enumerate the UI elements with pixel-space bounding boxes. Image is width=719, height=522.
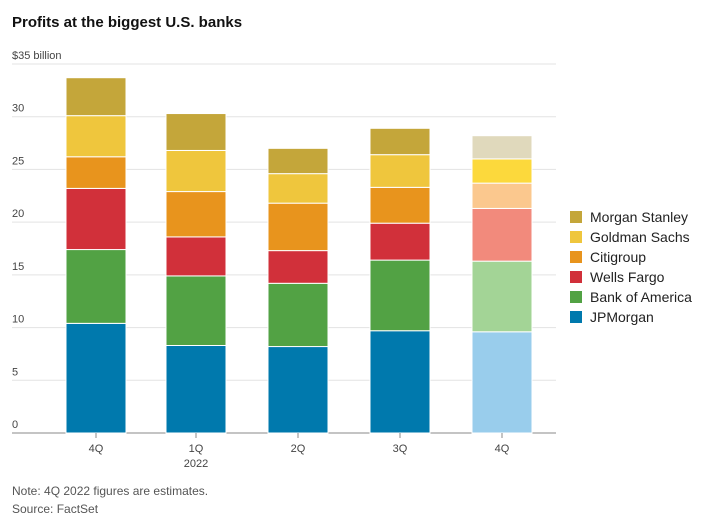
y-axis-ticks: 0 5 10 15 20 25 30 $35 billion xyxy=(12,50,62,431)
bar-segment xyxy=(471,182,533,209)
bar-segment xyxy=(471,135,533,160)
y-tick-label: 15 xyxy=(12,261,24,273)
bar-segment xyxy=(369,222,431,261)
x-tick-label: 3Q xyxy=(393,443,408,455)
legend-swatch xyxy=(570,231,582,243)
bar-segment xyxy=(267,202,329,252)
legend-label: Bank of America xyxy=(590,289,692,305)
legend-swatch xyxy=(570,211,582,223)
legend-label: JPMorgan xyxy=(590,309,654,325)
bar-segment xyxy=(369,330,431,434)
y-tick-label: 30 xyxy=(12,103,24,115)
bar-segment xyxy=(65,322,127,434)
chart-title: Profits at the biggest U.S. banks xyxy=(12,14,243,31)
bar-segment xyxy=(267,147,329,175)
legend-swatch xyxy=(570,311,582,323)
x-tick-sublabel: 2022 xyxy=(184,458,208,470)
bar-segment xyxy=(65,187,127,251)
bar-segment xyxy=(165,344,227,434)
bar-segment xyxy=(65,77,127,117)
y-tick-label: 20 xyxy=(12,208,24,220)
legend: Morgan Stanley Goldman Sachs Citigroup Well… xyxy=(570,209,692,325)
bar-segment xyxy=(165,275,227,346)
legend-label: Goldman Sachs xyxy=(590,229,690,245)
x-axis: 4Q 1Q 2022 2Q 3Q 4Q xyxy=(89,433,510,470)
bar-segment xyxy=(267,346,329,434)
note-text: Note: 4Q 2022 figures are estimates. xyxy=(12,484,209,498)
y-tick-label: 25 xyxy=(12,155,24,167)
bar-segment xyxy=(471,260,533,333)
bar-segment xyxy=(267,250,329,284)
x-tick-label: 4Q xyxy=(495,443,510,455)
x-tick-label: 1Q xyxy=(189,443,204,455)
legend-label: Wells Fargo xyxy=(590,269,665,285)
y-tick-label: 5 xyxy=(12,366,18,378)
legend-swatch xyxy=(570,291,582,303)
legend-label: Citigroup xyxy=(590,249,646,265)
bar-segment xyxy=(165,236,227,277)
bars xyxy=(65,77,533,434)
bar-segment xyxy=(471,331,533,434)
bar-segment xyxy=(165,149,227,193)
legend-swatch xyxy=(570,271,582,283)
bar-segment xyxy=(165,113,227,151)
bar-segment xyxy=(369,259,431,332)
bar-segment xyxy=(471,207,533,262)
bar-segment xyxy=(267,282,329,348)
legend-label: Morgan Stanley xyxy=(590,209,688,225)
legend-swatch xyxy=(570,251,582,263)
bar-segment xyxy=(369,154,431,188)
bar-segment xyxy=(369,127,431,156)
x-tick-label: 4Q xyxy=(89,443,104,455)
y-tick-label: 10 xyxy=(12,314,24,326)
bar-segment xyxy=(65,249,127,324)
bar-segment xyxy=(165,191,227,238)
x-tick-label: 2Q xyxy=(291,443,306,455)
source-text: Source: FactSet xyxy=(12,502,99,516)
bar-segment xyxy=(369,186,431,224)
bar-segment xyxy=(65,156,127,189)
bar-segment xyxy=(471,158,533,184)
bar-segment xyxy=(267,173,329,204)
bar-segment xyxy=(65,115,127,158)
y-tick-label: 0 xyxy=(12,419,18,431)
y-tick-label: $35 billion xyxy=(12,50,62,62)
